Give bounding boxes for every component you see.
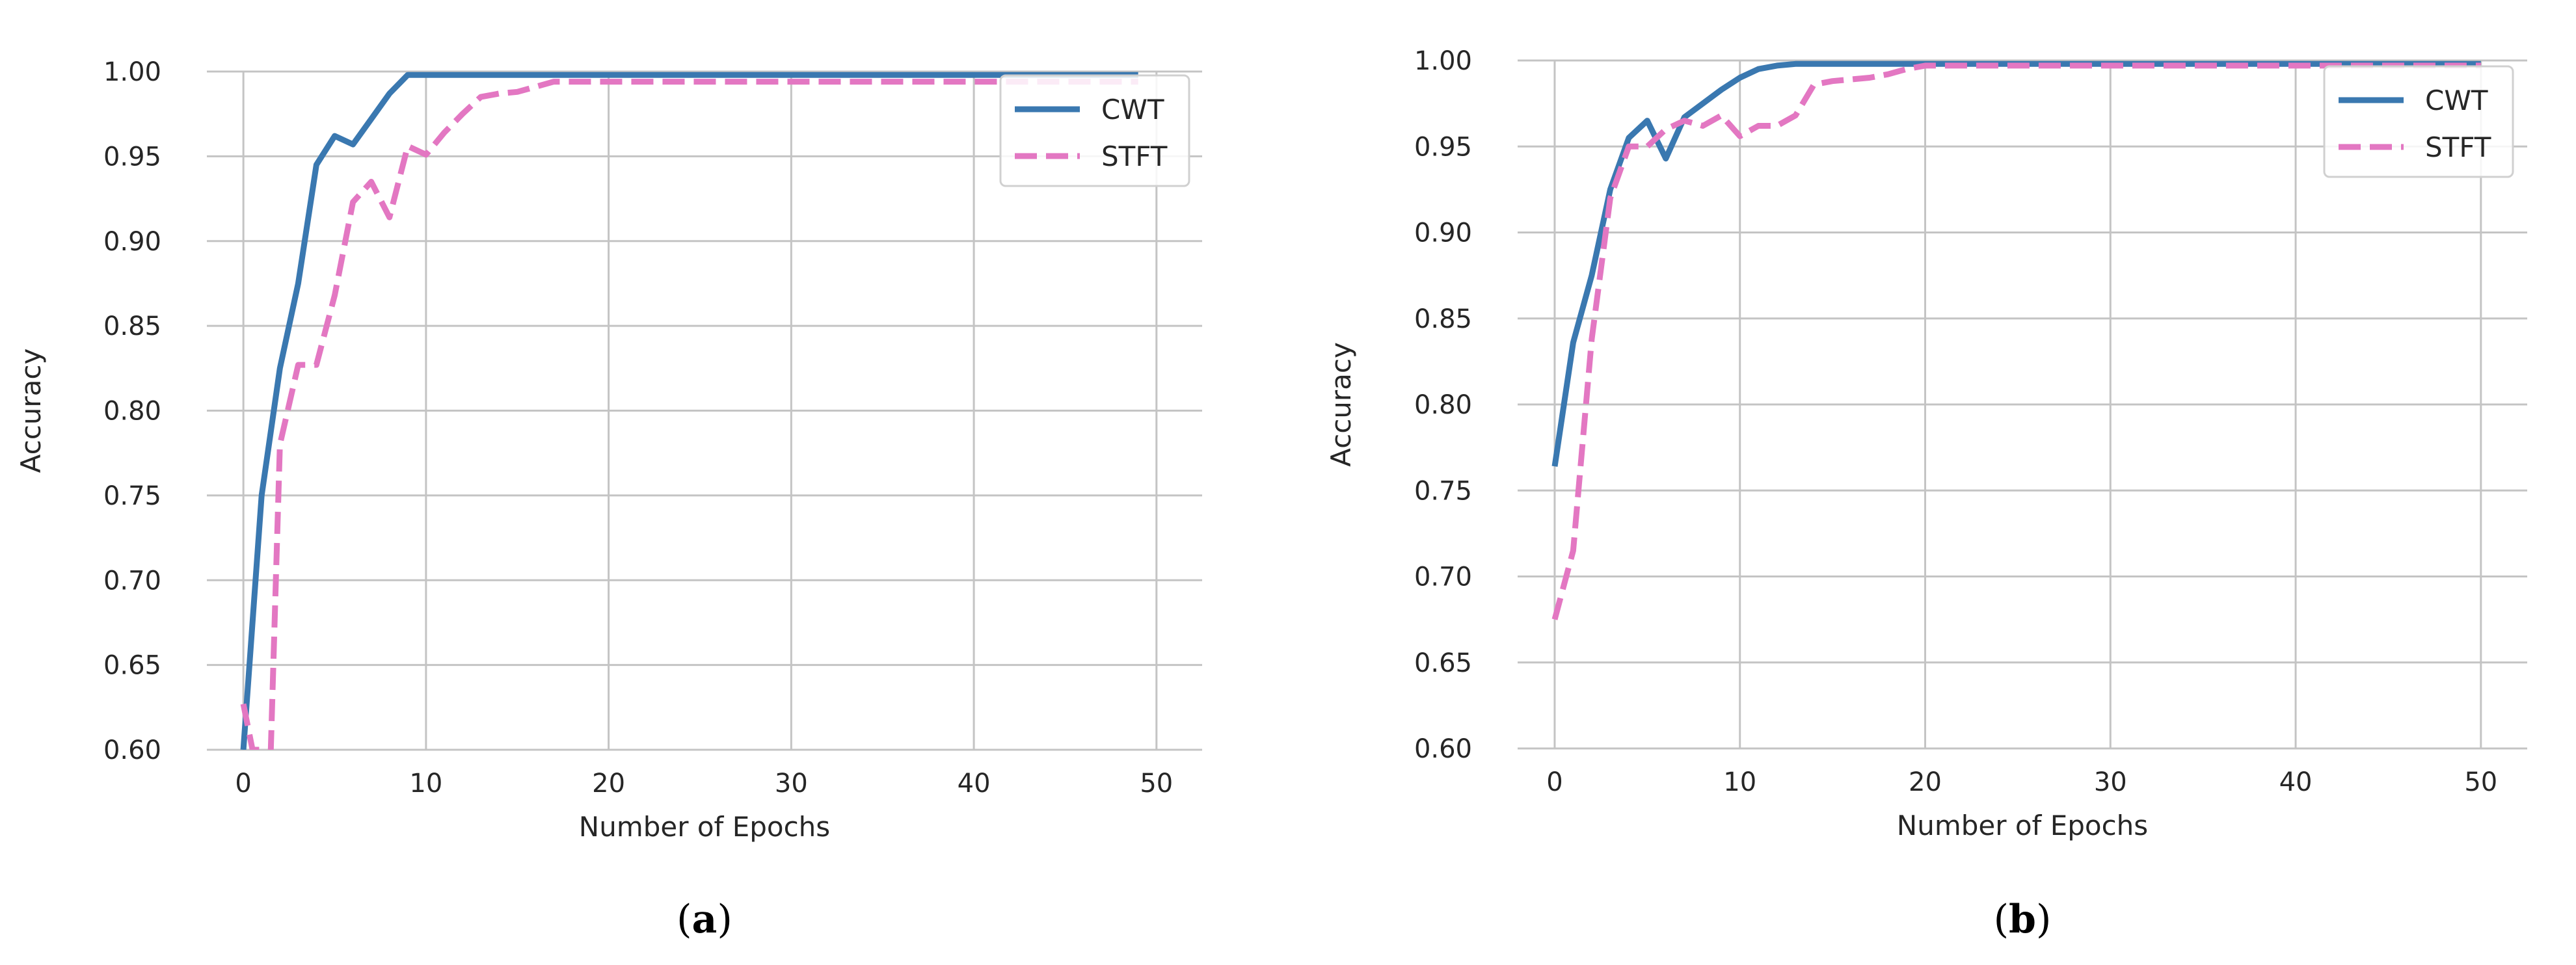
y-tick-label: 0.65 (1414, 648, 1472, 678)
x-tick-label: 30 (2094, 767, 2127, 797)
legend-label-cwt: CWT (2425, 85, 2488, 116)
legend-label-stft: STFT (2425, 131, 2491, 163)
x-tick-label: 10 (1723, 767, 1756, 797)
y-tick-label: 0.80 (103, 397, 161, 427)
chart-b: 0.60 0.65 0.70 0.75 0.80 0.85 0.90 0.95 1.00 0 10 2… (1325, 46, 2527, 841)
legend: CWT STFT (2323, 65, 2514, 178)
legend-label-stft: STFT (1101, 140, 1168, 172)
x-tick-label: 20 (1909, 767, 1942, 797)
x-tick-label: 50 (2464, 767, 2497, 797)
x-axis-label: Number of Epochs (1897, 810, 2148, 841)
y-tick-label: 0.85 (103, 311, 161, 341)
panel-label-b: (b) (1994, 897, 2052, 942)
x-tick-label: 20 (592, 769, 625, 799)
legend: CWT STFT (999, 74, 1190, 187)
x-tick-label: 30 (775, 769, 808, 799)
y-tick-label: 0.70 (1414, 562, 1472, 592)
y-tick-label: 0.75 (103, 481, 161, 511)
x-tick-label: 50 (1140, 769, 1173, 799)
x-tick-label: 10 (409, 769, 442, 799)
y-tick-label: 0.65 (103, 651, 161, 681)
series-line-cwt (240, 72, 1138, 750)
y-tick-label: 1.00 (103, 57, 161, 87)
y-tick-label: 0.75 (1414, 476, 1472, 506)
x-tick-label: 40 (958, 769, 991, 799)
y-tick-label: 0.90 (1414, 218, 1472, 248)
x-tick-label: 0 (1546, 767, 1563, 797)
y-tick-label: 0.95 (103, 142, 161, 172)
y-tick-label: 0.70 (103, 566, 161, 596)
panel-label-a: (a) (677, 897, 732, 942)
x-tick-label: 40 (2279, 767, 2313, 797)
x-axis-label: Number of Epochs (579, 811, 830, 843)
y-tick-label: 0.80 (1414, 390, 1472, 420)
y-axis-label: Accuracy (15, 349, 47, 473)
legend-label-cwt: CWT (1101, 94, 1164, 126)
y-tick-label: 0.95 (1414, 132, 1472, 162)
series-line-stft (240, 79, 1138, 750)
x-tick-label: 0 (235, 769, 251, 799)
series-line-stft (1551, 62, 2481, 620)
y-tick-label: 0.90 (103, 227, 161, 257)
y-tick-label: 0.60 (103, 735, 161, 765)
y-tick-label: 1.00 (1414, 46, 1472, 76)
y-axis-label: Accuracy (1325, 342, 1357, 467)
y-tick-label: 0.60 (1414, 734, 1472, 764)
chart-a: 0.60 0.65 0.70 0.75 0.80 0.85 0.90 0.95 1.00 0 10 2… (15, 57, 1202, 843)
y-tick-label: 0.85 (1414, 304, 1472, 334)
